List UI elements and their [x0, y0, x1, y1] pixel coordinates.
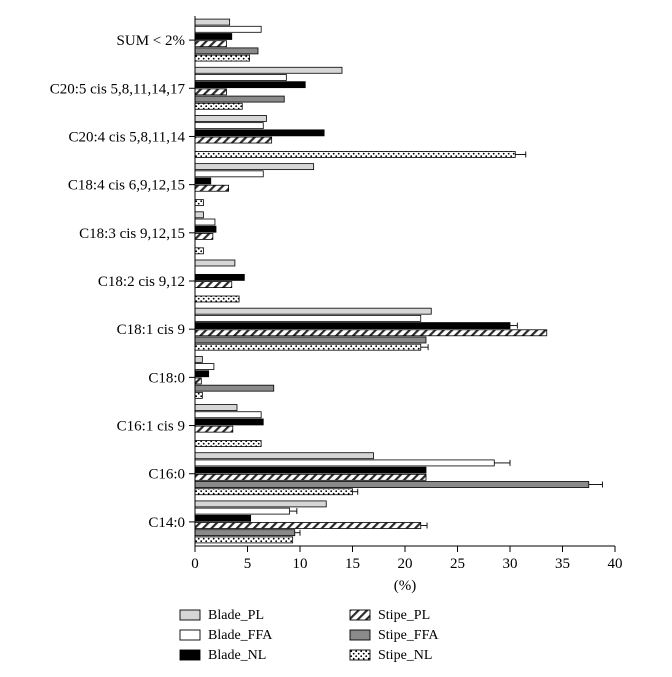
legend-swatch [180, 630, 200, 640]
bar [195, 412, 261, 418]
bar [195, 164, 314, 170]
y-tick-label: C20:4 cis 5,8,11,14 [68, 129, 185, 145]
bar [195, 405, 237, 411]
plot-area: C14:0 C16:0 C16:1 cis 9 C18:0 C18:1 cis 9 C18… [50, 16, 623, 594]
bar [195, 344, 421, 350]
bar [195, 48, 258, 54]
bar [195, 474, 426, 480]
y-tick-label: C14:0 [148, 515, 185, 531]
bar [195, 274, 244, 280]
x-tick-label: 30 [503, 556, 518, 572]
bar [195, 33, 232, 39]
bar [195, 364, 214, 370]
bar [195, 371, 209, 377]
bar [195, 501, 326, 507]
bar [195, 467, 426, 473]
bar [195, 337, 426, 343]
legend-label: Blade_NL [208, 648, 266, 663]
legend-label: Stipe_NL [378, 648, 432, 663]
bar [195, 426, 233, 432]
bar [195, 67, 342, 73]
y-tick-label: SUM < 2% [117, 33, 185, 49]
y-tick-label: C18:3 cis 9,12,15 [79, 226, 185, 242]
bar [195, 226, 216, 232]
bar [195, 356, 202, 362]
bar [195, 151, 515, 157]
bar [195, 212, 203, 218]
bar [195, 248, 203, 254]
bar [195, 419, 263, 425]
bar [195, 89, 227, 95]
bar [195, 489, 353, 495]
bar [195, 323, 510, 329]
bar [195, 200, 203, 206]
legend: Blade_PL Blade_FFA Blade_NL Stipe_PL Stipe_F… [180, 608, 439, 663]
y-tick-label: C16:0 [148, 467, 185, 483]
bar [195, 482, 589, 488]
bar [195, 330, 547, 336]
bar [195, 392, 202, 398]
bar [195, 378, 201, 384]
bar [195, 233, 213, 239]
y-tick-label: C18:4 cis 6,9,12,15 [68, 178, 185, 194]
x-axis-label: (%) [394, 578, 417, 594]
legend-swatch [180, 650, 200, 660]
bar [195, 523, 421, 529]
bar [195, 537, 293, 543]
x-tick-label: 35 [555, 556, 570, 572]
x-tick-label: 0 [191, 556, 199, 572]
bar [195, 178, 211, 184]
legend-label: Blade_FFA [208, 628, 273, 643]
bar [195, 282, 232, 288]
bar [195, 55, 250, 61]
legend-swatch [350, 650, 370, 660]
bar [195, 96, 284, 102]
bar [195, 137, 272, 143]
x-tick-label: 10 [293, 556, 308, 572]
x-tick-label: 40 [608, 556, 623, 572]
bar [195, 453, 374, 459]
x-tick-label: 5 [244, 556, 252, 572]
bar [195, 103, 242, 109]
legend-label: Stipe_PL [378, 608, 430, 623]
bar [195, 308, 431, 314]
legend-swatch [350, 610, 370, 620]
legend-label: Blade_PL [208, 608, 264, 623]
bar [195, 41, 227, 47]
y-tick-label: C18:2 cis 9,12 [98, 274, 185, 290]
bar [195, 130, 324, 136]
x-tick-label: 25 [450, 556, 465, 572]
y-tick-label: C18:0 [148, 370, 185, 386]
bar [195, 508, 290, 514]
bar [195, 74, 286, 80]
bar [195, 115, 266, 121]
legend-swatch [350, 630, 370, 640]
legend-label: Stipe_FFA [378, 628, 439, 643]
bar [195, 296, 239, 302]
bar [195, 26, 261, 32]
bar [195, 123, 263, 129]
bar [195, 530, 295, 536]
bar [195, 315, 421, 321]
legend-swatch [180, 610, 200, 620]
y-tick-label: C18:1 cis 9 [117, 322, 185, 338]
y-tick-label: C20:5 cis 5,8,11,14,17 [50, 81, 186, 97]
x-tick-label: 15 [345, 556, 360, 572]
bar [195, 260, 235, 266]
bar [195, 219, 215, 225]
bar [195, 171, 263, 177]
x-tick-label: 20 [398, 556, 413, 572]
bar [195, 385, 274, 391]
bar [195, 441, 261, 447]
bar [195, 185, 229, 191]
y-tick-label: C16:1 cis 9 [117, 419, 185, 435]
bar [195, 515, 251, 521]
fatty-acid-bar-chart: C14:0 C16:0 C16:1 cis 9 C18:0 C18:1 cis 9 C18… [0, 0, 672, 677]
bar [195, 82, 305, 88]
bar [195, 19, 230, 25]
bar [195, 460, 494, 466]
